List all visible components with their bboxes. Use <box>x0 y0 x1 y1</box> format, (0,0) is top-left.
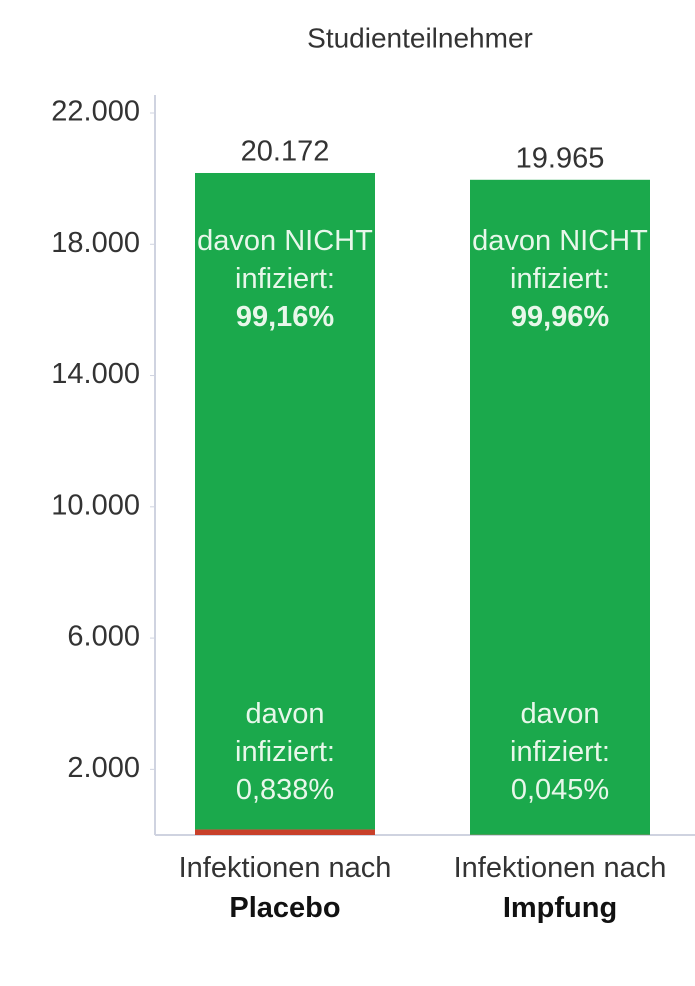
x-tick-label: Placebo <box>229 892 341 924</box>
series-name: davon NICHT infiziert: <box>472 225 648 295</box>
category-prefix: Infektionen nach <box>178 852 392 884</box>
share-label: 99,96% <box>510 301 610 333</box>
y-tick-label: 22.000 <box>51 96 140 128</box>
category-label: Infektionen nach Placebo <box>175 848 395 928</box>
share-label: 99,16% <box>235 301 335 333</box>
bar-segment <box>195 829 375 835</box>
y-tick-label: 10.000 <box>51 489 140 521</box>
total-label: 20.172 <box>241 136 330 168</box>
y-tick-label: 6.000 <box>67 621 140 653</box>
segment-label-box: davon NICHT infiziert: 99,96% <box>470 222 650 336</box>
x-tick-label: Impfung <box>502 892 618 924</box>
segment-label: davon infiziert: 0,045% <box>470 695 650 809</box>
bar-segment <box>470 179 650 835</box>
category-label-box: Infektionen nach Impfung <box>450 848 670 928</box>
chart-title: Studienteilnehmer <box>307 22 533 53</box>
share-label: 0,838% <box>235 774 335 806</box>
segment-label-box: davon infiziert: 0,838% <box>195 695 375 809</box>
segment-label: davon NICHT infiziert: 99,96% <box>470 222 650 336</box>
category-prefix: Infektionen nach <box>453 852 667 884</box>
category-label-box: Infektionen nach Placebo <box>175 848 395 928</box>
y-tick-label: 14.000 <box>51 358 140 390</box>
y-tick-label: 18.000 <box>51 227 140 259</box>
segment-label: davon NICHT infiziert: 99,16% <box>195 222 375 336</box>
bar-segment <box>195 172 375 830</box>
series-name: davon infiziert: <box>235 698 335 768</box>
y-tick-label: 2.000 <box>67 752 140 784</box>
category-label: Infektionen nach Impfung <box>450 848 670 928</box>
segment-label-box: davon NICHT infiziert: 99,16% <box>195 222 375 336</box>
series-name: davon infiziert: <box>510 698 610 768</box>
share-label: 0,045% <box>510 774 610 806</box>
segment-label-box: davon infiziert: 0,045% <box>470 695 650 809</box>
segment-label: davon infiziert: 0,838% <box>195 695 375 809</box>
total-label: 19.965 <box>516 142 605 174</box>
series-name: davon NICHT infiziert: <box>197 225 373 295</box>
